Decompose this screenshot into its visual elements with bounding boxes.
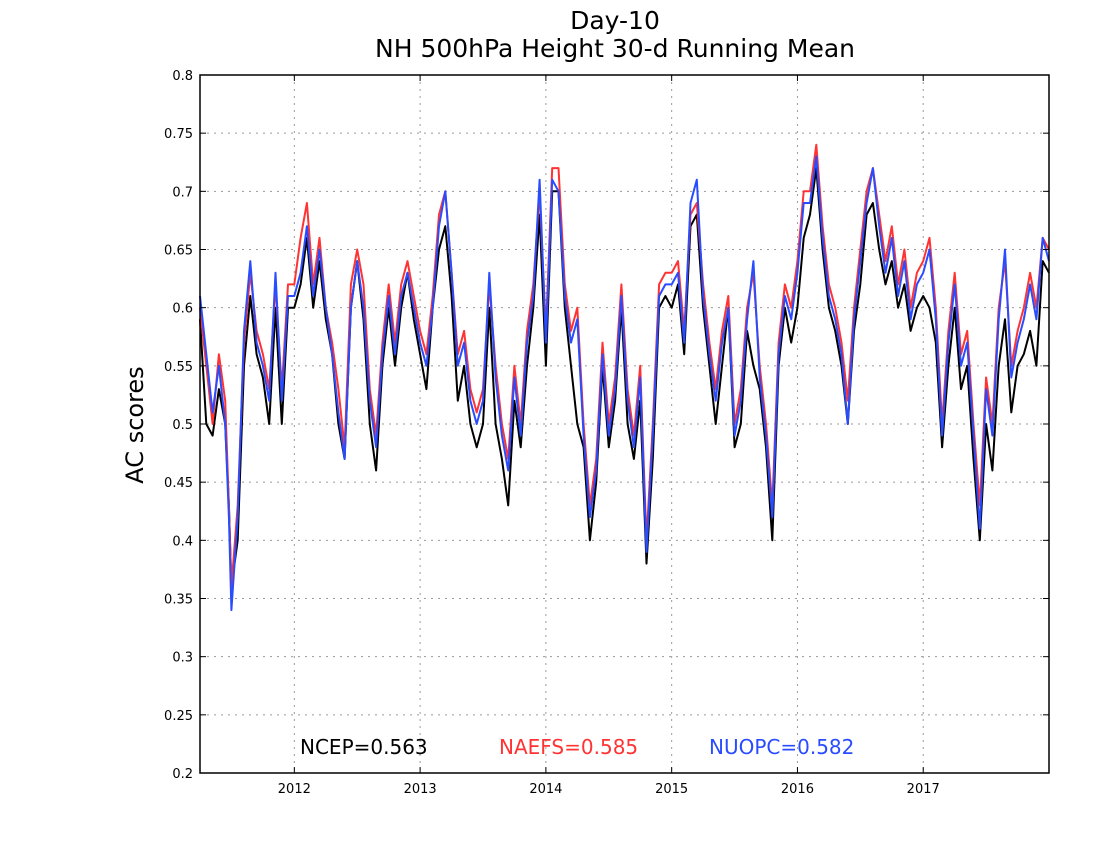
y-tick-label: 0.4	[172, 534, 193, 549]
chart-title-line-2: NH 500hPa Height 30-d Running Mean	[375, 34, 855, 63]
x-tick-label: 2017	[907, 782, 940, 797]
series-lines	[199, 143, 1050, 612]
y-tick-label: 0.5	[172, 418, 193, 433]
y-tick-label: 0.8	[172, 69, 193, 84]
y-axis-ticks: 0.2 0.25 0.3 0.35 0.4 0.45 0.5 0.55 0.6 0.65 0.7 0.…	[164, 69, 1049, 782]
legend-ncep: NCEP=0.563	[300, 735, 428, 759]
legend-nuopc: NUOPC=0.582	[709, 735, 854, 759]
x-tick-label: 2013	[404, 782, 437, 797]
y-tick-label: 0.35	[164, 593, 193, 608]
x-tick-label: 2015	[655, 782, 688, 797]
y-tick-label: 0.55	[164, 360, 193, 375]
y-tick-label: 0.65	[164, 244, 193, 259]
x-tick-label: 2012	[278, 782, 311, 797]
series-line-nuopc	[199, 155, 1050, 612]
x-tick-label: 2014	[529, 782, 562, 797]
grid	[200, 75, 1049, 773]
y-tick-label: 0.75	[164, 127, 193, 142]
y-tick-label: 0.6	[172, 302, 193, 317]
series-line-ncep	[199, 167, 1050, 588]
y-tick-label: 0.2	[172, 767, 193, 782]
y-tick-label: 0.25	[164, 709, 193, 724]
y-tick-label: 0.45	[164, 476, 193, 491]
chart-title-line-1: Day-10	[570, 6, 660, 35]
legend-naefs: NAEFS=0.585	[499, 735, 638, 759]
x-axis-ticks: 2012 2013 2014 2015 2016 2017	[278, 75, 940, 797]
y-axis-label: AC scores	[121, 366, 149, 483]
x-tick-label: 2016	[781, 782, 814, 797]
series-line-naefs	[199, 143, 1050, 588]
y-tick-label: 0.3	[172, 651, 193, 666]
y-tick-label: 0.7	[172, 185, 193, 200]
